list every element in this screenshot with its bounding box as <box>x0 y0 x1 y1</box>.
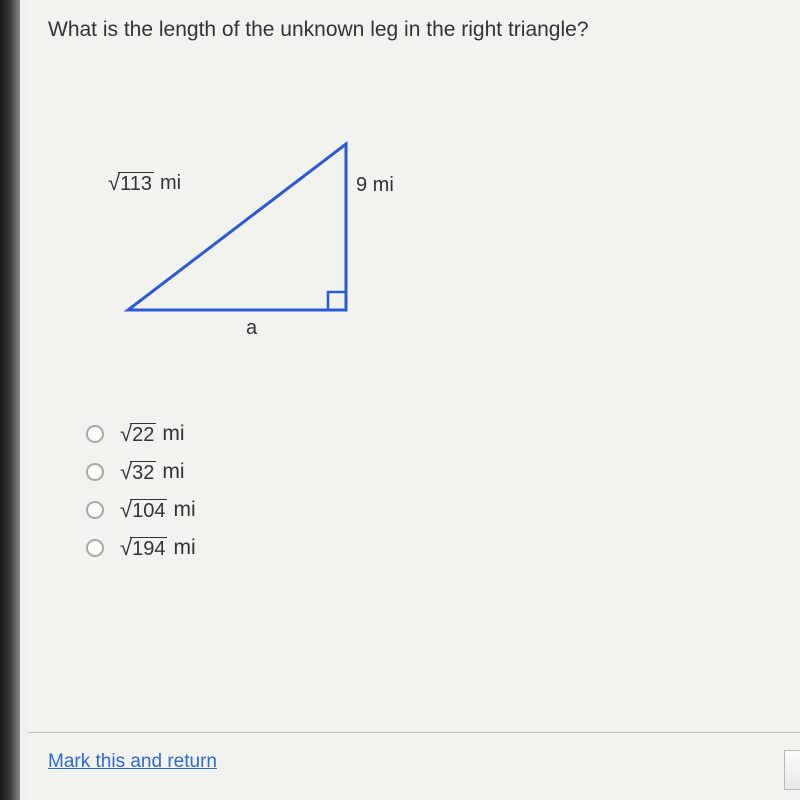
hypotenuse-unit: mi <box>160 172 181 195</box>
option-value: 194 <box>130 537 167 560</box>
answer-options: √ 22 mi √ 32 mi √ 104 <box>86 422 780 560</box>
footer-bar: Mark this and return <box>28 732 800 800</box>
question-panel: What is the length of the unknown leg in… <box>28 0 800 800</box>
option-label: √ 104 mi <box>120 498 196 522</box>
option-value: 22 <box>130 423 156 446</box>
option-row[interactable]: √ 22 mi <box>86 422 780 446</box>
radio-button[interactable] <box>86 463 104 481</box>
triangle-figure: √ 113 mi 9 mi a <box>98 132 438 352</box>
option-unit: mi <box>162 460 184 484</box>
radio-button[interactable] <box>86 539 104 557</box>
option-unit: mi <box>173 498 195 522</box>
right-side-label: 9 mi <box>356 174 394 197</box>
submit-button-edge[interactable] <box>784 750 800 790</box>
option-value: 104 <box>130 499 167 522</box>
radio-button[interactable] <box>86 501 104 519</box>
hypotenuse-label: √ 113 mi <box>108 172 181 195</box>
screen-bezel <box>0 0 20 800</box>
option-label: √ 194 mi <box>120 536 196 560</box>
mark-return-link[interactable]: Mark this and return <box>48 751 217 773</box>
option-label: √ 32 mi <box>120 460 185 484</box>
option-label: √ 22 mi <box>120 422 185 446</box>
radio-button[interactable] <box>86 425 104 443</box>
option-row[interactable]: √ 32 mi <box>86 460 780 484</box>
option-unit: mi <box>173 536 195 560</box>
question-text: What is the length of the unknown leg in… <box>48 18 780 42</box>
option-row[interactable]: √ 104 mi <box>86 498 780 522</box>
triangle-shape <box>128 144 346 310</box>
triangle-svg <box>98 132 438 352</box>
option-row[interactable]: √ 194 mi <box>86 536 780 560</box>
right-angle-marker <box>328 292 346 310</box>
bottom-side-label: a <box>246 317 257 340</box>
option-unit: mi <box>162 422 184 446</box>
option-value: 32 <box>130 461 156 484</box>
hypotenuse-value: 113 <box>118 172 154 195</box>
